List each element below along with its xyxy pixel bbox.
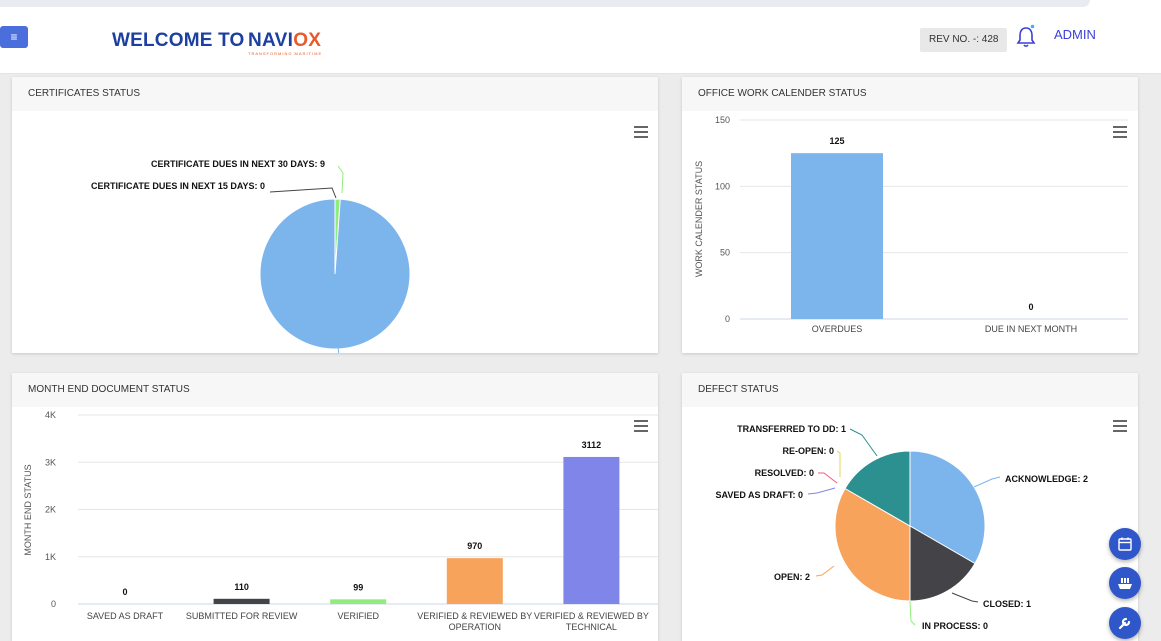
- calendar-bar-chart: 0 50 100 150 WORK CALENDER STATUS 125 OVERDUES…: [694, 115, 1128, 334]
- y-axis-title: MONTH END STATUS: [23, 464, 33, 555]
- calendar-fab-button[interactable]: [1109, 528, 1141, 560]
- connector-line: [836, 450, 841, 477]
- bar-data-label: 0: [122, 587, 127, 597]
- y-tick-label: 4K: [45, 410, 56, 420]
- x-tick-label: TECHNICAL: [566, 622, 617, 632]
- y-tick-label: 50: [720, 248, 730, 258]
- chart-menu-icon[interactable]: [1113, 420, 1127, 432]
- certificates-pie-chart: CERTIFICATE DUES IN NEXT 30 DAYS: 9 CERTI…: [91, 159, 411, 353]
- pie-data-label: ACKNOWLEDGE: 2: [1005, 474, 1088, 484]
- pie-data-label: TRANSFERRED TO DD: 1: [737, 424, 846, 434]
- month-end-bar-chart: 0 1K 2K 3K 4K MONTH END STATUS 0 SAVED AS DRAFT…: [23, 410, 658, 632]
- y-tick-label: 1K: [45, 552, 56, 562]
- x-tick-label: VERIFIED: [337, 611, 379, 621]
- defect-pie-chart: ACKNOWLEDGE: 2 CLOSED: 1 IN PROCESS: 0 OPEN…: [715, 424, 1088, 631]
- connector-line: [269, 187, 337, 199]
- chart-menu-icon[interactable]: [634, 420, 648, 432]
- ship-fab-button[interactable]: [1109, 567, 1141, 599]
- card-title: DEFECT STATUS: [682, 373, 1138, 407]
- bar[interactable]: [330, 599, 387, 604]
- y-tick-label: 100: [715, 181, 730, 191]
- bar[interactable]: [446, 558, 503, 604]
- ship-icon: [1118, 578, 1132, 589]
- pie-data-label: RE-OPEN: 0: [782, 446, 834, 456]
- user-menu[interactable]: ADMIN: [1054, 27, 1096, 42]
- bar-data-label: 0: [1028, 302, 1033, 312]
- connector-line: [337, 165, 344, 194]
- connector-line: [818, 472, 838, 484]
- calendar-status-card: OFFICE WORK CALENDER STATUS 0 50 100 150 WOR…: [682, 77, 1138, 353]
- connector-line: [909, 600, 916, 626]
- x-tick-label: SAVED AS DRAFT: [87, 611, 164, 621]
- bar-data-label: 99: [353, 582, 363, 592]
- pie-slice[interactable]: [909, 525, 976, 602]
- pie-slice[interactable]: [259, 198, 411, 350]
- month-end-status-card: MONTH END DOCUMENT STATUS 0 1K 2K 3K 4K MONTH…: [12, 373, 658, 641]
- brand-logo-text: NAVIOX: [248, 30, 322, 52]
- connector-line: [973, 476, 1001, 488]
- calendar-icon: [1118, 537, 1132, 551]
- certificates-status-card: CERTIFICATES STATUS CERTIFICATE DUES IN …: [12, 77, 658, 353]
- connector-line: [849, 428, 878, 457]
- chart-menu-icon[interactable]: [1113, 126, 1127, 138]
- welcome-text: WELCOME TO: [112, 30, 245, 51]
- revision-badge: REV NO. -: 428: [920, 28, 1008, 52]
- connector-line: [807, 487, 836, 495]
- y-tick-label: 0: [51, 599, 56, 609]
- bar[interactable]: [791, 153, 883, 319]
- wrench-icon: [1118, 617, 1131, 630]
- bar-data-label: 3112: [582, 440, 602, 450]
- x-tick-label: OPERATION: [449, 622, 501, 632]
- x-tick-label: VERIFIED & REVIEWED BY: [417, 611, 532, 621]
- y-tick-label: 2K: [45, 505, 56, 515]
- x-tick-label: SUBMITTED FOR REVIEW: [186, 611, 298, 621]
- connector-line: [337, 346, 340, 353]
- y-tick-label: 150: [715, 115, 730, 125]
- connector-line: [815, 565, 835, 577]
- x-tick-label: OVERDUES: [812, 324, 863, 334]
- pie-slice[interactable]: [844, 450, 911, 527]
- pie-data-label: IN PROCESS: 0: [922, 621, 988, 631]
- bar[interactable]: [563, 456, 620, 604]
- brand-ox: OX: [293, 30, 322, 51]
- brand-main: NAVI: [248, 30, 294, 51]
- card-title: MONTH END DOCUMENT STATUS: [12, 373, 658, 407]
- navioxlogo: NAVIOX TRANSFORMING MARITIME: [248, 30, 322, 56]
- bar-data-label: 125: [829, 136, 844, 146]
- x-tick-label: VERIFIED & REVIEWED BY: [534, 611, 649, 621]
- pie-data-label: CLOSED: 1: [983, 599, 1031, 609]
- bar-data-label: 970: [467, 541, 482, 551]
- card-title: OFFICE WORK CALENDER STATUS: [682, 77, 1138, 111]
- wrench-fab-button[interactable]: [1109, 607, 1141, 639]
- x-tick-label: DUE IN NEXT MONTH: [985, 324, 1077, 334]
- card-title: CERTIFICATES STATUS: [12, 77, 658, 111]
- pie-data-label: CERTIFICATE DUES IN NEXT 15 DAYS: 0: [91, 181, 265, 191]
- pie-data-label: SAVED AS DRAFT: 0: [715, 490, 803, 500]
- y-tick-label: 0: [725, 314, 730, 324]
- pie-data-label: OPEN: 2: [774, 572, 810, 582]
- pie-data-label: RESOLVED: 0: [755, 468, 814, 478]
- defect-status-card: DEFECT STATUS ACKNOWLEDGE: 2 CLOSED: 1 IN …: [682, 373, 1138, 641]
- notification-bell-icon[interactable]: [1014, 24, 1038, 50]
- chart-menu-icon[interactable]: [634, 126, 648, 138]
- browser-top-strip: [0, 0, 1161, 14]
- pie-data-label: CERTIFICATE DUES IN NEXT 30 DAYS: 9: [151, 159, 325, 169]
- y-axis-title: WORK CALENDER STATUS: [694, 161, 704, 277]
- brand-tagline: TRANSFORMING MARITIME: [248, 51, 323, 56]
- pie-slice[interactable]: [834, 487, 911, 602]
- pie-slice[interactable]: [909, 450, 986, 565]
- connector-line: [951, 592, 979, 603]
- app-header: ≡ WELCOME TO NAVIOX TRANSFORMING MARITIM…: [0, 14, 1161, 74]
- y-tick-label: 3K: [45, 457, 56, 467]
- url-bar-edge: [0, 0, 1090, 7]
- bar-data-label: 110: [234, 582, 249, 592]
- menu-toggle-button[interactable]: ≡: [0, 26, 28, 48]
- bar[interactable]: [213, 598, 270, 604]
